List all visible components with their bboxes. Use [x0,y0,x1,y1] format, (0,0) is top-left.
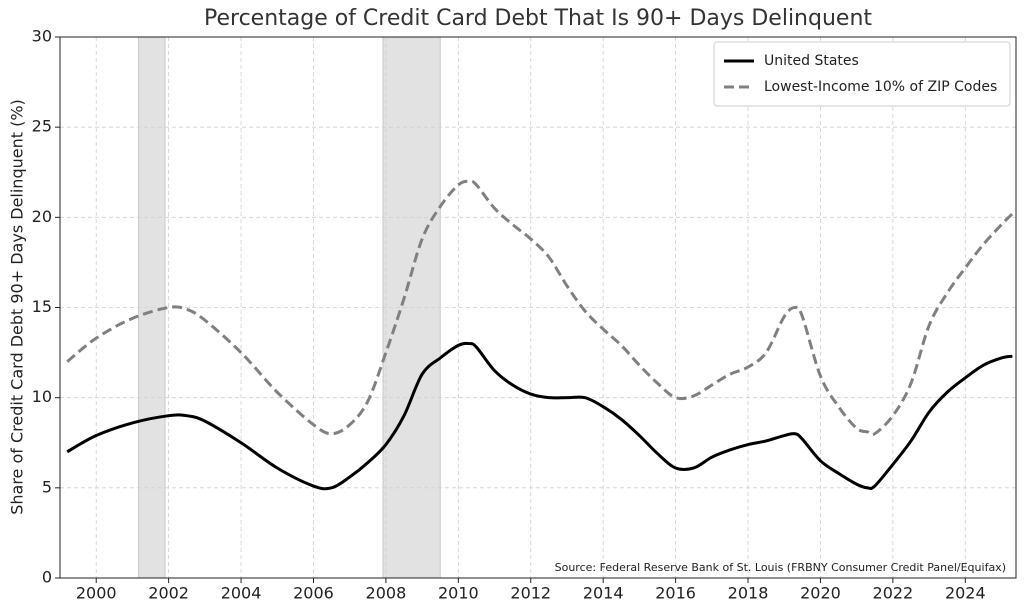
x-tick-label: 2004 [221,584,262,603]
x-tick-label: 2018 [728,584,769,603]
chart-title: Percentage of Credit Card Debt That Is 9… [204,6,872,31]
series-line [66,341,1013,491]
series-line [66,179,1014,437]
x-tick-label: 2022 [873,584,914,603]
y-tick-label: 25 [32,117,52,136]
plot-frame [59,36,1017,579]
x-tick-label: 2008 [366,584,407,603]
y-tick-label: 30 [32,27,52,46]
legend-label: United States [764,53,859,69]
y-axis-label: Share of Credit Card Debt 90+ Days Delin… [8,99,27,515]
y-tick-label: 5 [42,477,52,496]
x-tick-label: 2014 [583,584,624,603]
y-tick-label: 0 [42,568,52,587]
x-tick-label: 2012 [510,584,551,603]
legend-label: Lowest-Income 10% of ZIP Codes [764,79,997,95]
x-tick-label: 2002 [148,584,189,603]
x-tick-label: 2000 [76,584,117,603]
y-tick-label: 10 [32,387,52,406]
legend: United States Lowest-Income 10% of ZIP Co… [713,41,1011,107]
x-tick-label: 2020 [800,584,841,603]
x-tick-label: 2016 [655,584,696,603]
source-note: Source: Federal Reserve Bank of St. Loui… [555,561,1006,574]
x-tick-label: 2006 [293,584,334,603]
y-tick-label: 15 [32,297,52,316]
y-tick-label: 20 [32,207,52,226]
legend-box [713,41,1011,107]
x-tick-label: 2024 [945,584,986,603]
x-tick-label: 2010 [438,584,479,603]
